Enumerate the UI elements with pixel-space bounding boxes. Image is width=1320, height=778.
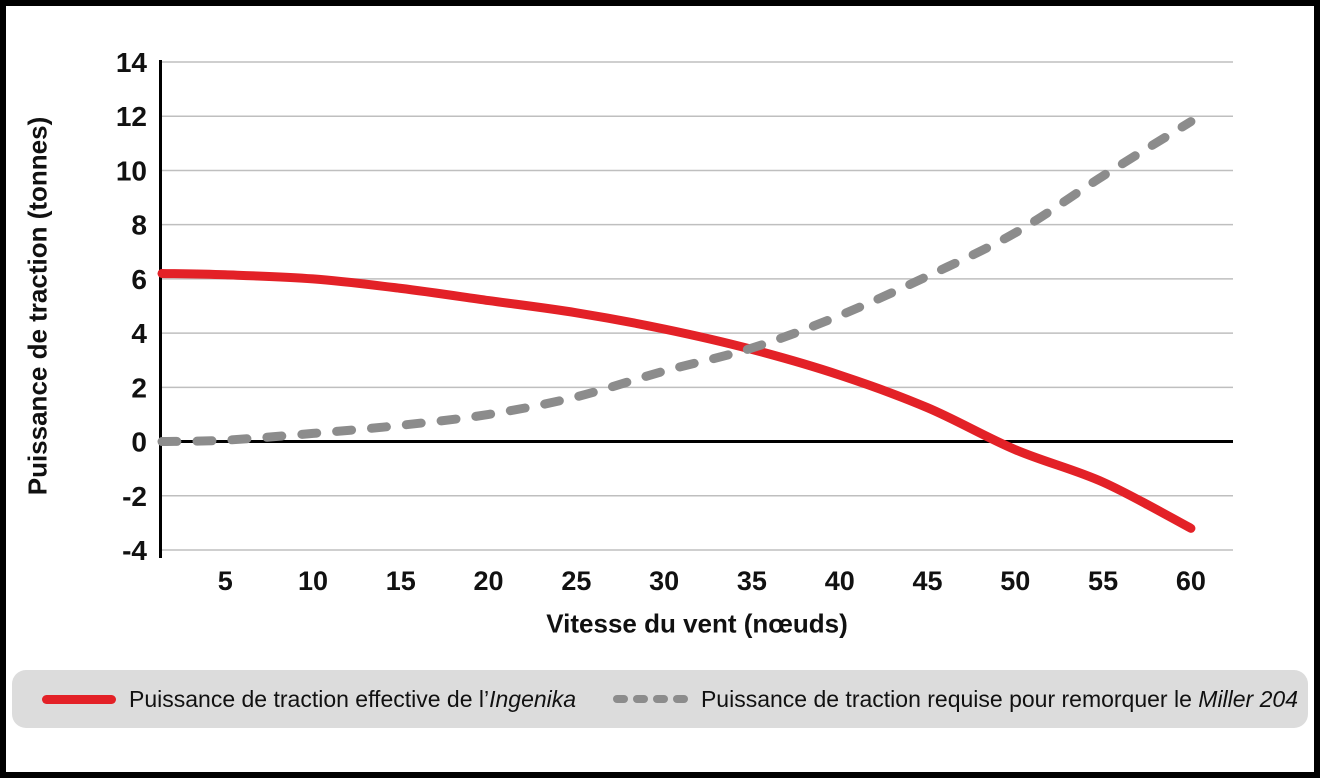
y-tick-label: -4 (122, 535, 147, 566)
legend-item-ingenika: Puissance de traction effective de l’Ing… (42, 686, 576, 713)
legend-label-ingenika-italic: Ingenika (489, 685, 577, 712)
y-tick-label: 6 (131, 264, 147, 295)
legend-label-ingenika: Puissance de traction effective de l’Ing… (129, 686, 576, 713)
x-tick-label: 10 (298, 566, 328, 596)
legend-label-miller: Puissance de traction requise pour remor… (701, 686, 1298, 713)
gray-dashed-line-swatch (612, 695, 688, 703)
legend-label-miller-italic: Miller 204 (1198, 685, 1298, 712)
x-tick-label: 45 (912, 566, 942, 596)
red-solid-line-swatch (42, 694, 116, 704)
x-tick-label: 50 (1000, 566, 1030, 596)
y-tick-label: 0 (131, 427, 147, 458)
x-tick-label: 20 (474, 566, 504, 596)
x-tick-label: 25 (561, 566, 591, 596)
x-tick-label: 15 (386, 566, 416, 596)
series-line-ingenika (157, 268, 1196, 533)
legend-label-ingenika-prefix: Puissance de traction effective de l’ (129, 685, 490, 712)
x-tick-label: 30 (649, 566, 679, 596)
line-chart-plot: -4 -2 0 2 4 6 8 10 12 14 5 10 15 20 25 30 35 40 45 50 55 60 (116, 47, 1233, 596)
x-tick-label: 60 (1176, 566, 1206, 596)
x-tick-label: 40 (825, 566, 855, 596)
legend-item-miller: Puissance de traction requise pour remor… (612, 686, 1298, 713)
legend: Puissance de traction effective de l’Ing… (12, 670, 1308, 728)
x-tick-label: 5 (218, 566, 233, 596)
y-tick-label: 2 (131, 372, 147, 403)
y-tick-label: 4 (131, 318, 147, 349)
y-tick-label: 10 (116, 155, 147, 186)
x-tick-label: 35 (737, 566, 767, 596)
y-tick-label: -2 (122, 481, 147, 512)
x-tick-label: 55 (1088, 566, 1118, 596)
y-axis-title: Puissance de traction (tonnes) (22, 116, 53, 496)
y-tick-label: 14 (116, 47, 148, 78)
legend-label-miller-prefix: Puissance de traction requise pour remor… (700, 685, 1199, 712)
y-tick-label: 8 (131, 210, 147, 241)
y-tick-label: 12 (116, 101, 147, 132)
x-axis-title: Vitesse du vent (nœuds) (546, 608, 848, 639)
